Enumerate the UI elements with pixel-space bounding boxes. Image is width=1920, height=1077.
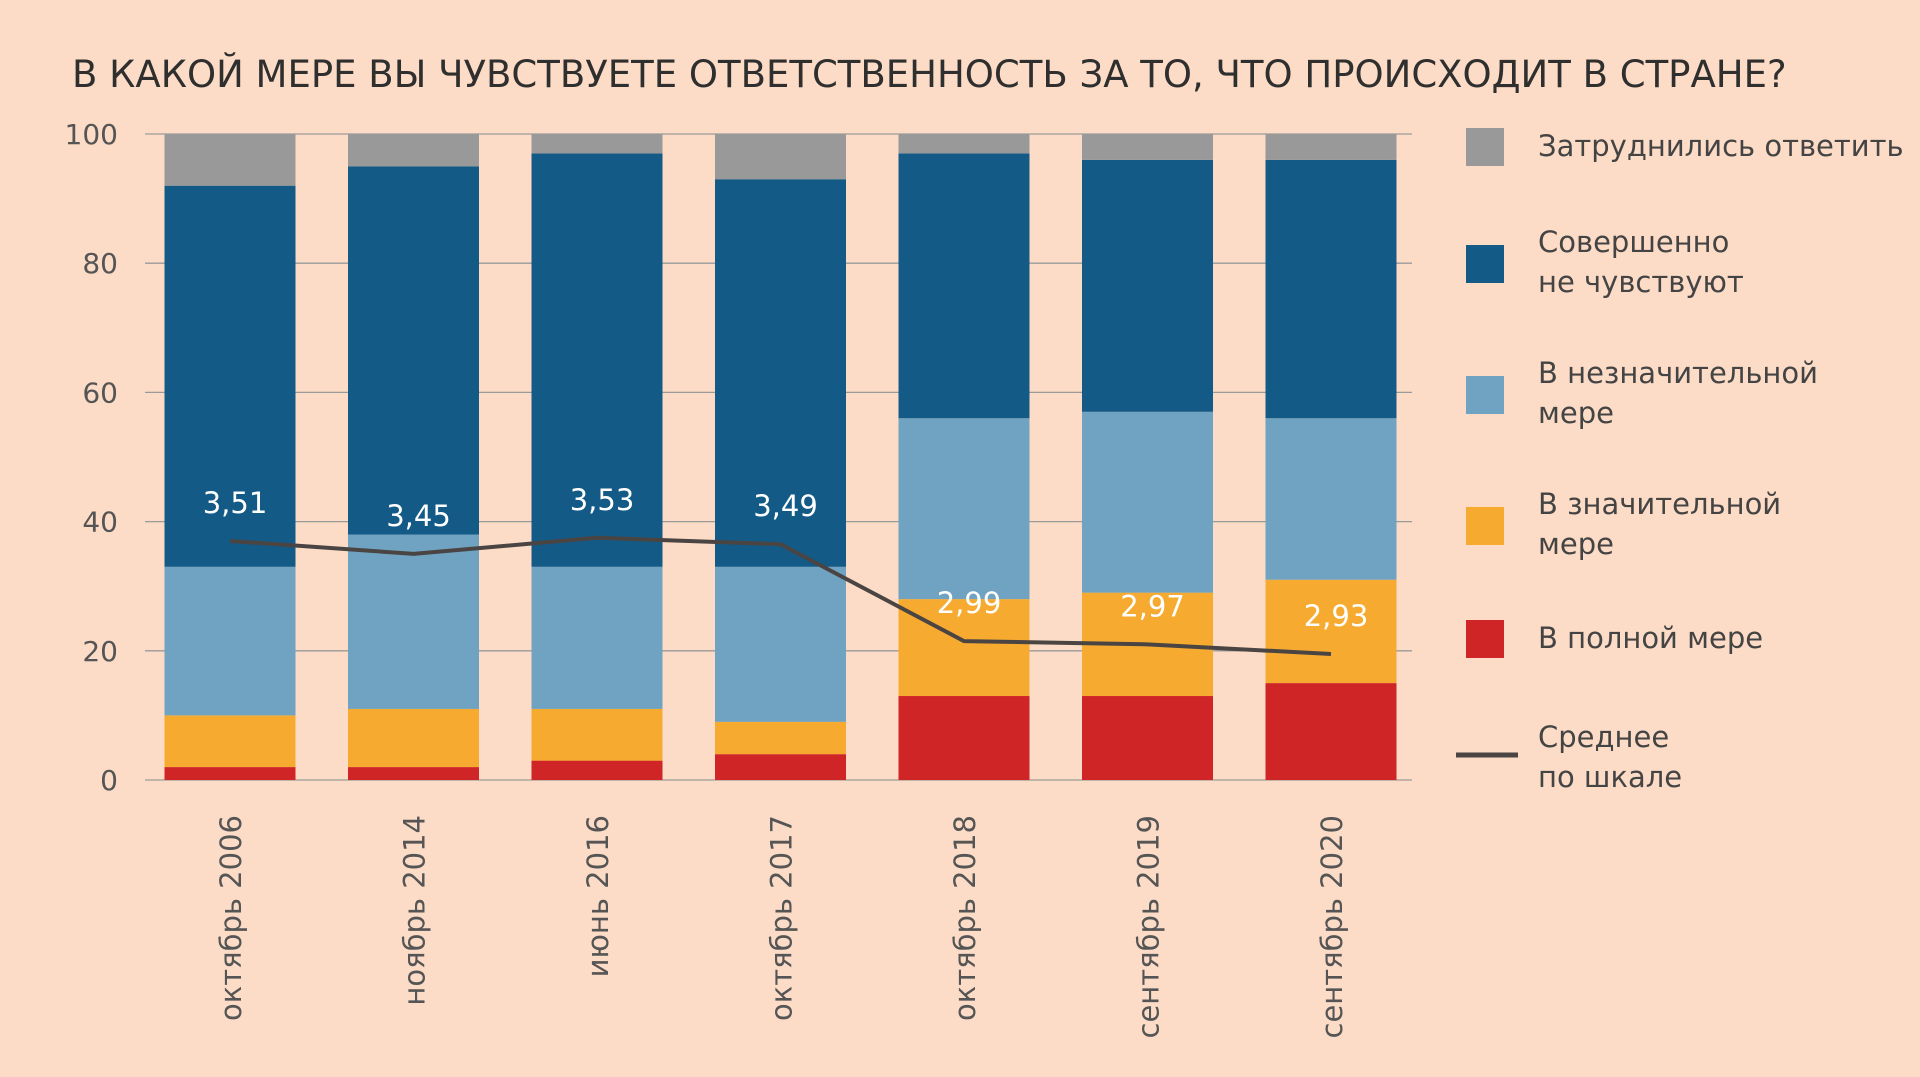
legend-swatch [1466,128,1504,166]
legend-swatch [1466,245,1504,283]
x-tick-label: сентябрь 2019 [1132,815,1166,1039]
bar-segment-7-1 [1265,683,1397,780]
bar-segment-2-4 [348,166,479,535]
average-value-label: 3,51 [203,486,268,520]
bar-segment-2-5 [348,134,479,167]
bar-segment-4-1 [715,754,846,780]
legend-label: Затруднились ответить [1538,129,1904,163]
average-line [229,535,1332,657]
x-tick-label: сентябрь 2020 [1315,815,1349,1039]
legend-label: В незначительной [1538,356,1818,390]
legend-label: Среднее [1538,720,1669,754]
bar-segment-1-4 [164,185,296,567]
bar-segment-5-3 [898,418,1030,600]
bar-segment-3-4 [531,153,663,567]
legend-item-not: Совершенно не чувствуют [1466,225,1744,299]
legend-label: мере [1538,396,1614,430]
bar-segment-1-3 [164,566,296,716]
average-value-label: 3,53 [570,483,635,517]
bar-segment-3-1 [531,760,663,780]
y-tick-label: 0 [100,764,118,797]
bar-segment-6-5 [1082,134,1213,160]
bar-segment-2-3 [348,534,479,709]
legend-label: по шкале [1538,760,1682,794]
bar-segment-4-5 [715,134,846,180]
bar-segment-1-1 [164,767,296,780]
bar-segment-7-5 [1265,134,1397,160]
bar-segment-6-1 [1082,696,1213,780]
bar-segment-4-2 [715,721,846,755]
average-value-label: 3,45 [386,499,451,533]
bar-segment-2-1 [348,767,479,780]
x-tick-label: ноябрь 2014 [398,815,432,1006]
y-tick-label: 100 [65,118,118,151]
x-tick-label: октябрь 2018 [948,815,982,1021]
legend-item-major: В значительной мере [1466,487,1781,561]
y-tick-label: 40 [82,506,118,539]
average-value-label: 2,99 [937,586,1002,620]
bar-segment-5-5 [898,134,1030,154]
bar-segment-6-3 [1082,411,1213,593]
x-tick-label: октябрь 2006 [214,815,248,1021]
legend-swatch [1466,620,1504,658]
bar-segment-5-4 [898,153,1030,419]
bar-segment-4-4 [715,179,846,567]
bar-segment-7-4 [1265,159,1397,419]
average-value-label: 2,93 [1304,599,1369,633]
bar-segment-6-4 [1082,159,1213,412]
bar-segment-3-5 [531,134,663,154]
y-tick-label: 60 [82,376,118,409]
legend-swatch [1466,507,1504,545]
bar-segment-5-1 [898,696,1030,780]
bar-segment-2-2 [348,708,479,768]
bar-segment-3-3 [531,566,663,709]
y-tick-label: 80 [82,247,118,280]
legend-label: мере [1538,527,1614,561]
legend-item-full: В полной мере [1466,620,1763,658]
bar-segment-3-2 [531,708,663,761]
legend-label: В значительной [1538,487,1781,521]
chart-title: В КАКОЙ МЕРЕ ВЫ ЧУВСТВУЕТЕ ОТВЕТСТВЕННОС… [72,52,1787,96]
average-value-label: 3,49 [753,489,818,523]
bar-segment-1-2 [164,715,296,768]
legend-item-dk: Затруднились ответить [1466,128,1904,166]
bar-segment-4-3 [715,566,846,722]
legend-label: В полной мере [1538,621,1763,655]
legend-label: Совершенно [1538,225,1729,259]
legend-item-avg: Среднее по шкале [1456,720,1682,794]
legend-swatch [1466,376,1504,414]
legend-item-minor: В незначительной мере [1466,356,1818,430]
bar-segment-1-5 [164,134,296,186]
bar-segment-7-2 [1265,579,1397,684]
legend-label: не чувствуют [1538,265,1744,299]
y-tick-label: 20 [82,635,118,668]
bar-segment-5-2 [898,599,1030,697]
bar-segment-7-3 [1265,418,1397,580]
x-tick-label: октябрь 2017 [765,815,799,1021]
x-tick-label: июнь 2016 [581,815,615,977]
average-value-label: 2,97 [1120,589,1185,623]
